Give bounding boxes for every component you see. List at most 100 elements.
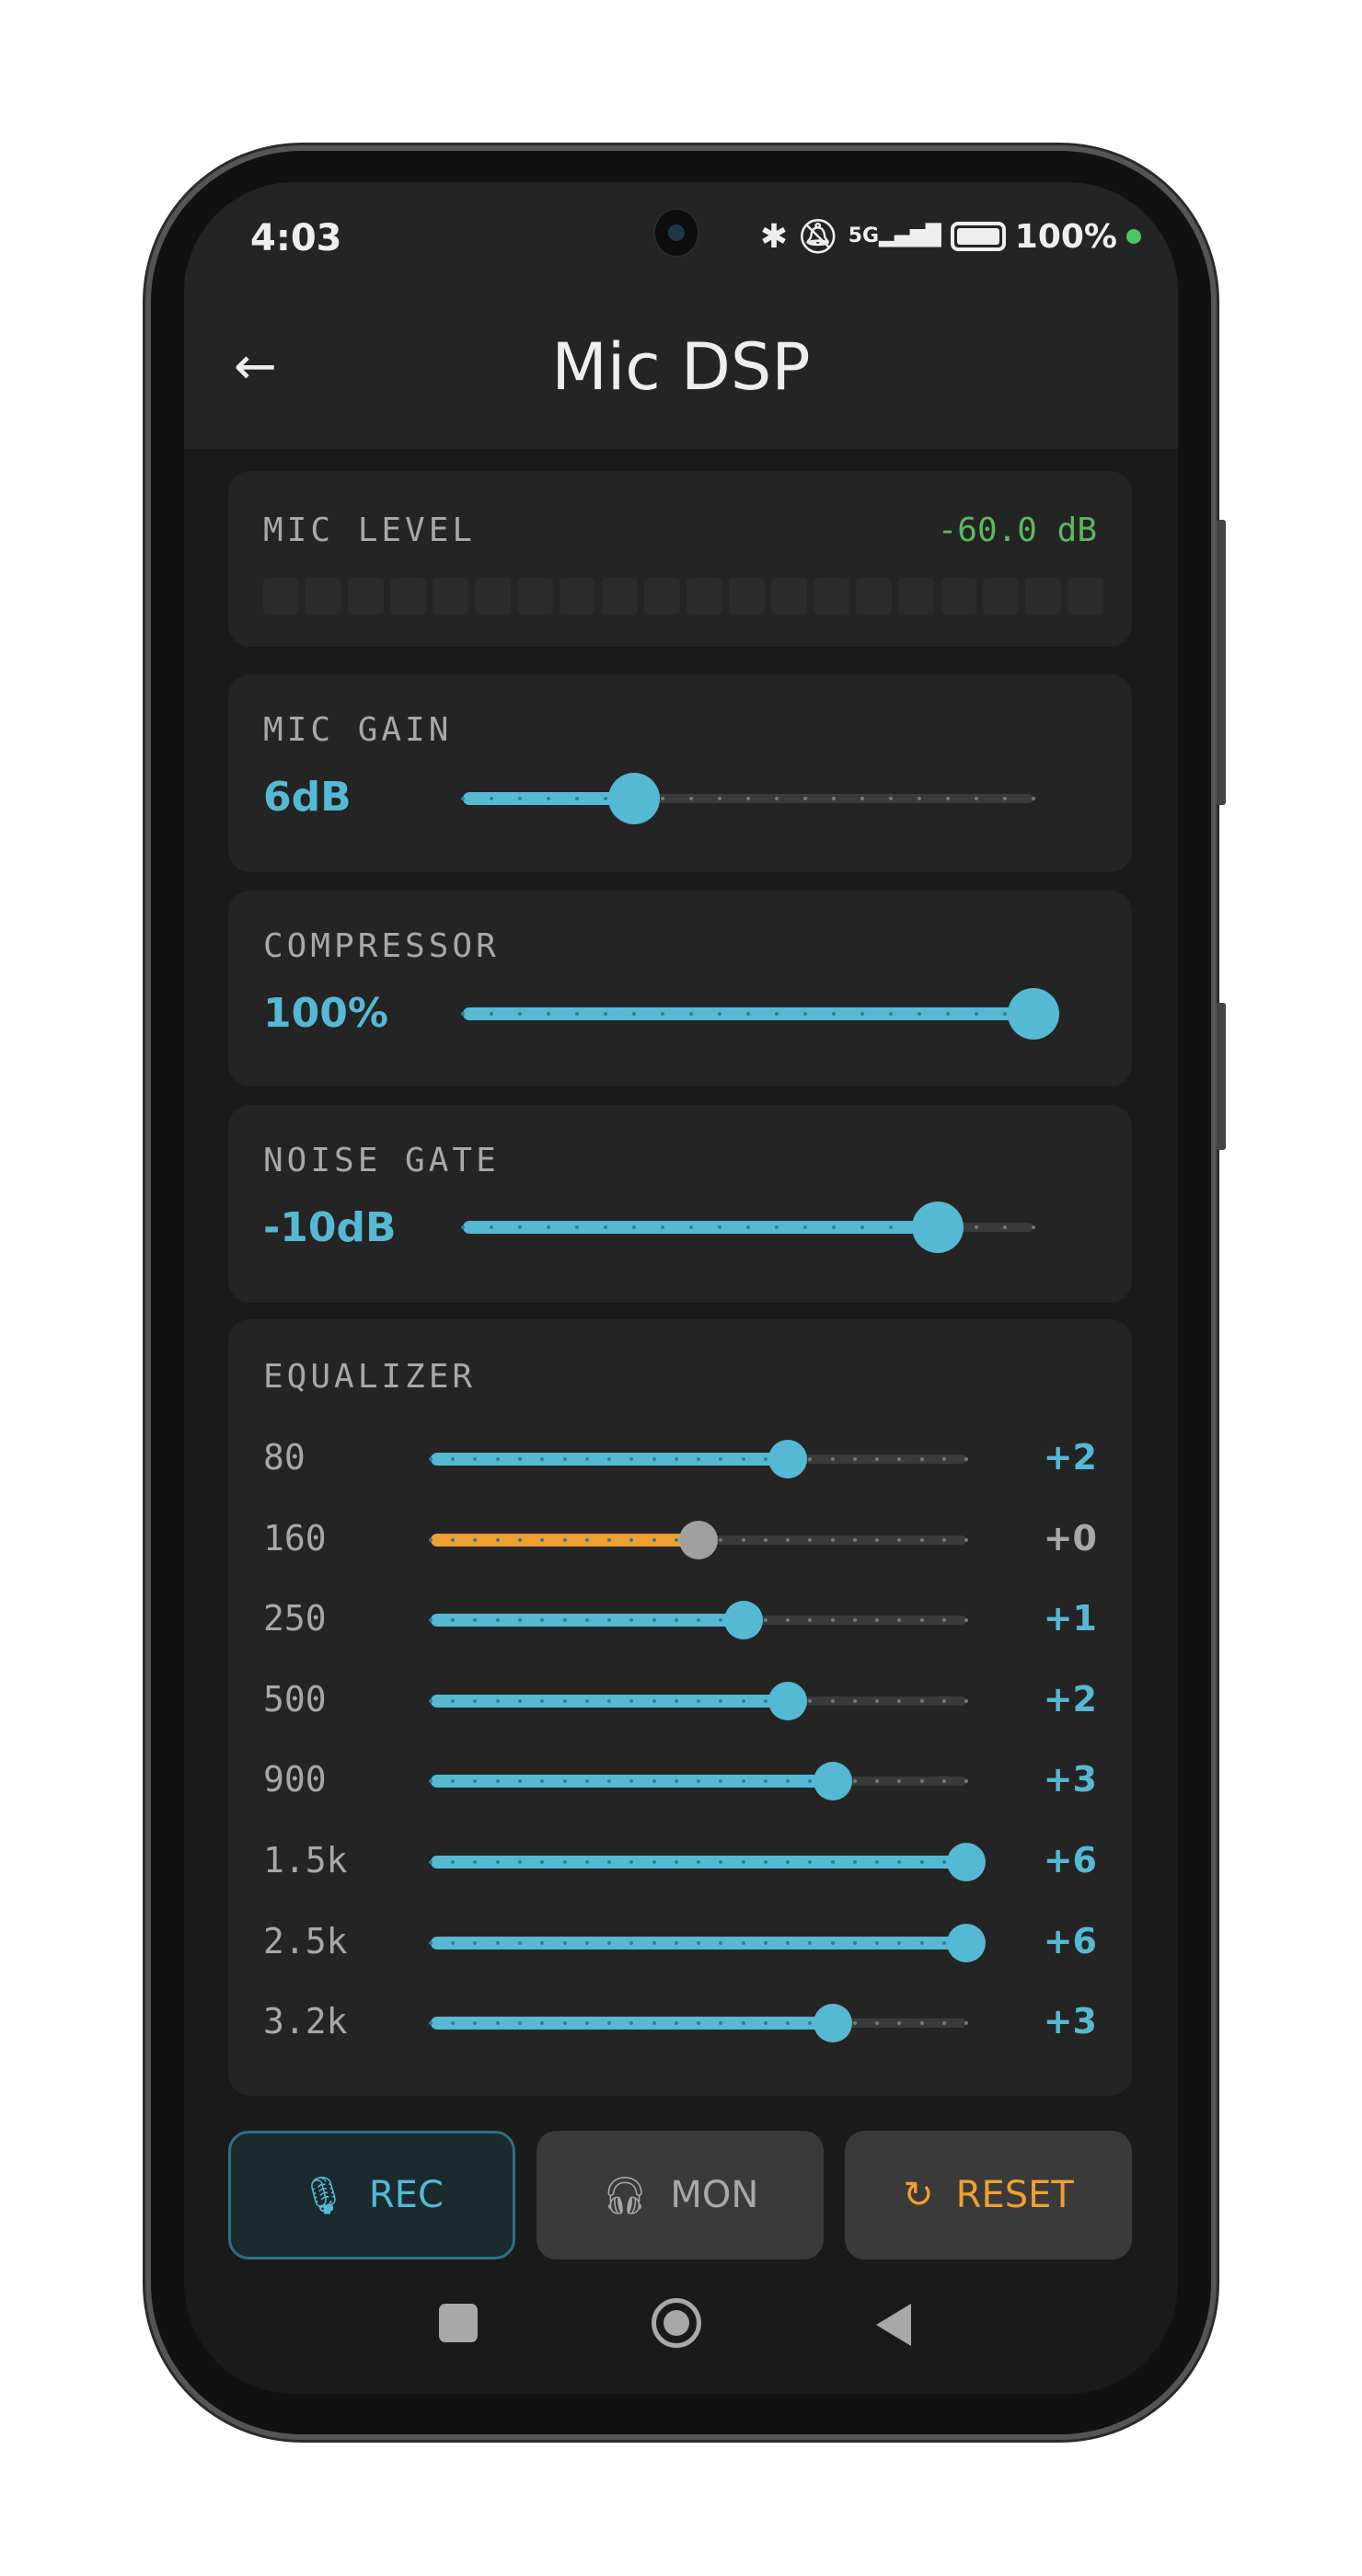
mic-level-card: MIC LEVEL -60.0 dB <box>228 471 1132 647</box>
slider-thumb[interactable] <box>813 2004 852 2043</box>
slider-tick <box>860 797 864 800</box>
mic-gain-label: MIC GAIN <box>263 711 453 749</box>
slider-thumb[interactable] <box>947 1923 986 1962</box>
noise-gate-slider[interactable] <box>461 1202 1035 1253</box>
compressor-value: 100% <box>263 990 388 1037</box>
slider-tick <box>606 1860 611 1864</box>
slider-tick <box>832 797 836 800</box>
meter-segment <box>263 578 299 615</box>
headphones-icon: 🎧︎ <box>601 2174 649 2217</box>
slider-thumb[interactable] <box>1008 988 1059 1040</box>
camera-cutout <box>653 208 699 258</box>
slider-tick <box>473 1860 478 1864</box>
slider-tick <box>852 2021 857 2026</box>
slider-tick <box>718 1225 721 1229</box>
slider-tick <box>429 1457 433 1461</box>
slider-tick <box>652 2021 656 2026</box>
slider-tick <box>808 1698 813 1703</box>
slider-tick <box>689 797 693 800</box>
arrow-left-icon[interactable]: ← <box>234 337 277 397</box>
slider-tick <box>540 1537 545 1542</box>
slider-thumb[interactable] <box>768 1681 807 1720</box>
slider-tick <box>897 2021 902 2026</box>
slider-tick <box>941 1860 946 1864</box>
meter-segment <box>560 578 595 615</box>
slider-tick <box>830 1537 835 1542</box>
slider-tick <box>775 1225 779 1229</box>
compressor-card: COMPRESSOR 100% <box>228 891 1132 1087</box>
slider-tick <box>746 797 750 800</box>
slider-tick <box>652 1618 656 1623</box>
slider-tick <box>562 1618 567 1623</box>
slider-tick <box>889 1012 893 1016</box>
slider-tick <box>562 1537 567 1542</box>
slider-tick <box>763 1940 768 1945</box>
eq-band-slider[interactable] <box>429 1681 968 1720</box>
meter-segment <box>306 578 341 615</box>
slider-tick <box>490 797 493 800</box>
eq-band-slider[interactable] <box>429 2004 968 2043</box>
rec-button[interactable]: 🎙︎ REC <box>228 2131 515 2260</box>
slider-thumb[interactable] <box>947 1843 986 1881</box>
slider-tick <box>919 1537 924 1542</box>
slider-tick <box>604 1012 607 1016</box>
slider-tick <box>495 1457 500 1461</box>
slider-tick <box>674 1940 678 1945</box>
slider-tick <box>584 1860 589 1864</box>
slider-tick <box>746 1012 750 1016</box>
slider-thumb[interactable] <box>768 1440 807 1478</box>
back-nav-button[interactable] <box>876 2304 911 2346</box>
slider-tick <box>852 1537 857 1542</box>
slider-tick <box>540 1457 545 1461</box>
eq-band-slider[interactable] <box>429 1520 968 1559</box>
slider-tick <box>964 1537 968 1542</box>
eq-band-slider[interactable] <box>429 1440 968 1478</box>
slider-tick <box>517 1940 522 1945</box>
slider-tick <box>674 1698 678 1703</box>
slider-tick <box>803 797 807 800</box>
slider-tick <box>897 1618 902 1623</box>
recents-nav-button[interactable] <box>439 2304 478 2342</box>
slider-thumb[interactable] <box>679 1520 718 1559</box>
reset-button[interactable]: ↻ RESET <box>845 2131 1132 2260</box>
eq-band-frequency: 2.5k <box>263 1920 348 1961</box>
slider-tick <box>562 1860 567 1864</box>
slider-thumb[interactable] <box>608 773 660 824</box>
eq-band-slider[interactable] <box>429 1601 968 1640</box>
mon-button[interactable]: 🎧︎ MON <box>537 2131 824 2260</box>
slider-tick <box>919 1779 924 1784</box>
slider-tick <box>584 1457 589 1461</box>
slider-tick <box>785 1618 790 1623</box>
privacy-indicator <box>1126 229 1141 244</box>
eq-band-slider[interactable] <box>429 1923 986 1962</box>
slider-thumb[interactable] <box>723 1601 763 1640</box>
eq-band-slider[interactable] <box>429 1843 986 1881</box>
slider-tick <box>584 1537 589 1542</box>
slider-tick <box>719 1457 723 1461</box>
slider-tick <box>429 1618 433 1623</box>
compressor-slider[interactable] <box>461 988 1059 1040</box>
slider-tick <box>540 1860 545 1864</box>
slider-tick <box>875 1779 879 1784</box>
eq-band-slider[interactable] <box>429 1762 968 1801</box>
mic-gain-slider[interactable] <box>461 773 1035 824</box>
meter-segment <box>475 578 511 615</box>
slider-tick <box>875 2021 879 2026</box>
slider-tick <box>473 1779 478 1784</box>
slider-tick <box>852 1779 857 1784</box>
slider-tick <box>451 1860 456 1864</box>
eq-band-value: +1 <box>1043 1598 1097 1639</box>
bell-off-icon: 🔕︎ <box>797 218 839 256</box>
slider-tick <box>852 1457 857 1461</box>
slider-tick <box>763 1779 768 1784</box>
home-nav-button[interactable] <box>652 2298 701 2348</box>
slider-tick <box>606 1457 611 1461</box>
slider-tick <box>941 1618 946 1623</box>
slider-tick <box>719 2021 723 2026</box>
slider-tick <box>897 1537 902 1542</box>
slider-thumb[interactable] <box>813 1762 852 1801</box>
status-icons: ✱ 🔕︎ 5G▂▄▆█ 100% <box>760 217 1141 256</box>
slider-tick <box>775 797 779 800</box>
slider-thumb[interactable] <box>912 1202 964 1253</box>
volume-button <box>1217 520 1226 805</box>
